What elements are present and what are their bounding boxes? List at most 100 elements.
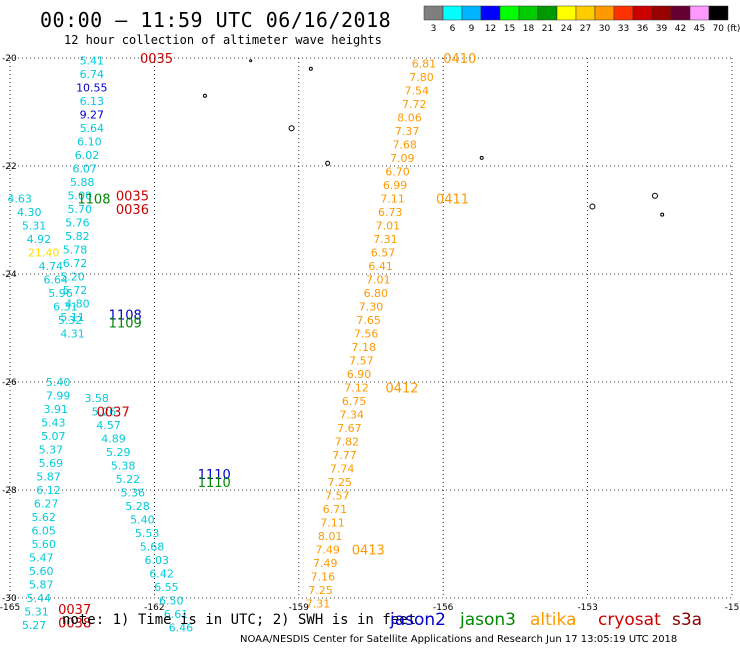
wave-height-label: 7.67 [337, 422, 362, 435]
y-tick-label: -22 [2, 162, 17, 172]
legend-entry-jason3: jason3 [460, 610, 516, 630]
wave-height-label: 5.40 [46, 376, 71, 389]
color-scale-swatch [651, 5, 672, 21]
wave-height-label: 7.37 [395, 125, 420, 138]
color-scale-label: 12 [485, 24, 496, 34]
color-scale-label: 36 [637, 24, 649, 34]
wave-height-label: 6.61 [164, 608, 189, 621]
wave-height-label: 6.70 [385, 165, 410, 178]
time-label: 0411 [436, 192, 469, 207]
color-scale-swatch [423, 5, 444, 21]
wave-height-label: 8.01 [318, 530, 343, 543]
wave-height-label: 5.68 [140, 541, 165, 554]
wave-height-label: 4.74 [39, 260, 64, 273]
wave-height-label: 7.77 [332, 449, 357, 462]
color-scale-label: 24 [561, 24, 573, 34]
wave-height-label: 5.22 [116, 473, 141, 486]
wave-height-label: 4.89 [101, 433, 126, 446]
color-scale-swatch [499, 5, 520, 21]
wave-height-label: 6.02 [75, 149, 100, 162]
wave-height-label: 6.73 [378, 206, 403, 219]
wave-height-label: 21.40 [28, 246, 60, 259]
island-outline [651, 192, 658, 199]
wave-height-label: 5.07 [41, 430, 66, 443]
wave-height-label: 7.31 [373, 233, 398, 246]
wave-height-label: 5.31 [24, 606, 49, 619]
wave-height-label: 6.81 [412, 57, 437, 70]
wave-height-label: 5.69 [39, 457, 64, 470]
time-label: 1109 [109, 317, 142, 332]
wave-height-label: 7.34 [339, 408, 364, 421]
color-scale-label: 39 [656, 24, 668, 34]
wave-height-label: 5.11 [60, 311, 85, 324]
color-scale-label: 33 [618, 24, 629, 34]
color-scale-swatch [461, 5, 482, 21]
wave-height-label: 7.31 [306, 597, 331, 610]
color-scale-label: 9 [469, 24, 475, 34]
wave-height-label: 6.72 [63, 257, 88, 270]
wave-height-label: 5.38 [111, 460, 136, 473]
wave-height-label: 5.96 [48, 287, 73, 300]
wave-height-label: 6.90 [347, 368, 372, 381]
wave-height-label: 6.46 [169, 622, 194, 635]
wave-height-label: 5.72 [63, 284, 88, 297]
wave-height-label: 6.55 [154, 581, 179, 594]
wave-height-label: 7.99 [46, 390, 71, 403]
x-tick-label: -15 [725, 603, 740, 613]
wave-height-label: 5.36 [120, 487, 145, 500]
legend-entry-s3a: s3a [672, 610, 703, 630]
wave-height-label: 7.25 [308, 584, 333, 597]
wave-height-label: 5.43 [41, 417, 66, 430]
wave-height-label: 5.87 [29, 579, 54, 592]
wave-height-label: 3.91 [43, 403, 68, 416]
time-label: 0037 [58, 603, 91, 618]
wave-height-label: 6.75 [342, 395, 367, 408]
time-label: 1110 [198, 468, 231, 483]
color-scale-label: 18 [523, 24, 535, 34]
wave-height-label: 5.26 [92, 406, 117, 419]
color-scale-swatch [613, 5, 634, 21]
wave-height-label: 5.60 [31, 538, 56, 551]
island-outline [660, 212, 665, 217]
page-title: 00:00 – 11:59 UTC 06/16/2018 [40, 8, 392, 32]
wave-height-label: 7.65 [356, 314, 381, 327]
time-label: 0035 [116, 190, 149, 205]
wave-height-label: 7.30 [359, 300, 384, 313]
y-tick-label: -24 [2, 270, 17, 280]
wave-height-label: 7.82 [335, 435, 360, 448]
color-scale-label: 70 (ft) [713, 24, 740, 34]
wave-height-label: 4.30 [17, 206, 42, 219]
legend-entry-altika: altika [530, 610, 577, 630]
color-scale-swatch [480, 5, 501, 21]
time-label: 0035 [140, 52, 173, 67]
color-scale-swatch [442, 5, 463, 21]
time-label: 0036 [116, 203, 149, 218]
wave-height-label: 6.13 [80, 95, 105, 108]
wave-height-label: 7.12 [344, 381, 369, 394]
wave-height-label: 6.10 [77, 136, 102, 149]
wave-height-label: 6.57 [371, 246, 396, 259]
time-label: 0413 [352, 543, 385, 558]
x-tick-label: -165 [0, 603, 20, 613]
color-scale-label: 30 [599, 24, 611, 34]
island-outline [308, 66, 313, 71]
wave-height-label: 5.47 [29, 552, 54, 565]
wave-height-label: 4.92 [27, 233, 52, 246]
wave-height-label: 6.42 [149, 568, 174, 581]
color-scale-label: 27 [580, 24, 591, 34]
color-scale-swatch [594, 5, 615, 21]
island-outline [479, 155, 484, 160]
y-tick-label: -26 [2, 378, 17, 388]
wave-height-label: 5.70 [68, 203, 93, 216]
time-label: 0412 [385, 381, 418, 396]
wave-height-label: 5.60 [29, 565, 54, 578]
wave-height-label: 7.11 [380, 192, 405, 205]
footer-note: note: 1) Time is in UTC; 2) SWH is in fe… [62, 612, 417, 628]
wave-height-label: 4.57 [96, 419, 121, 432]
wave-height-label: 7.25 [327, 476, 352, 489]
wave-height-label: 6.74 [80, 68, 105, 81]
color-scale-swatch [556, 5, 577, 21]
wave-height-label: 6.12 [36, 484, 61, 497]
